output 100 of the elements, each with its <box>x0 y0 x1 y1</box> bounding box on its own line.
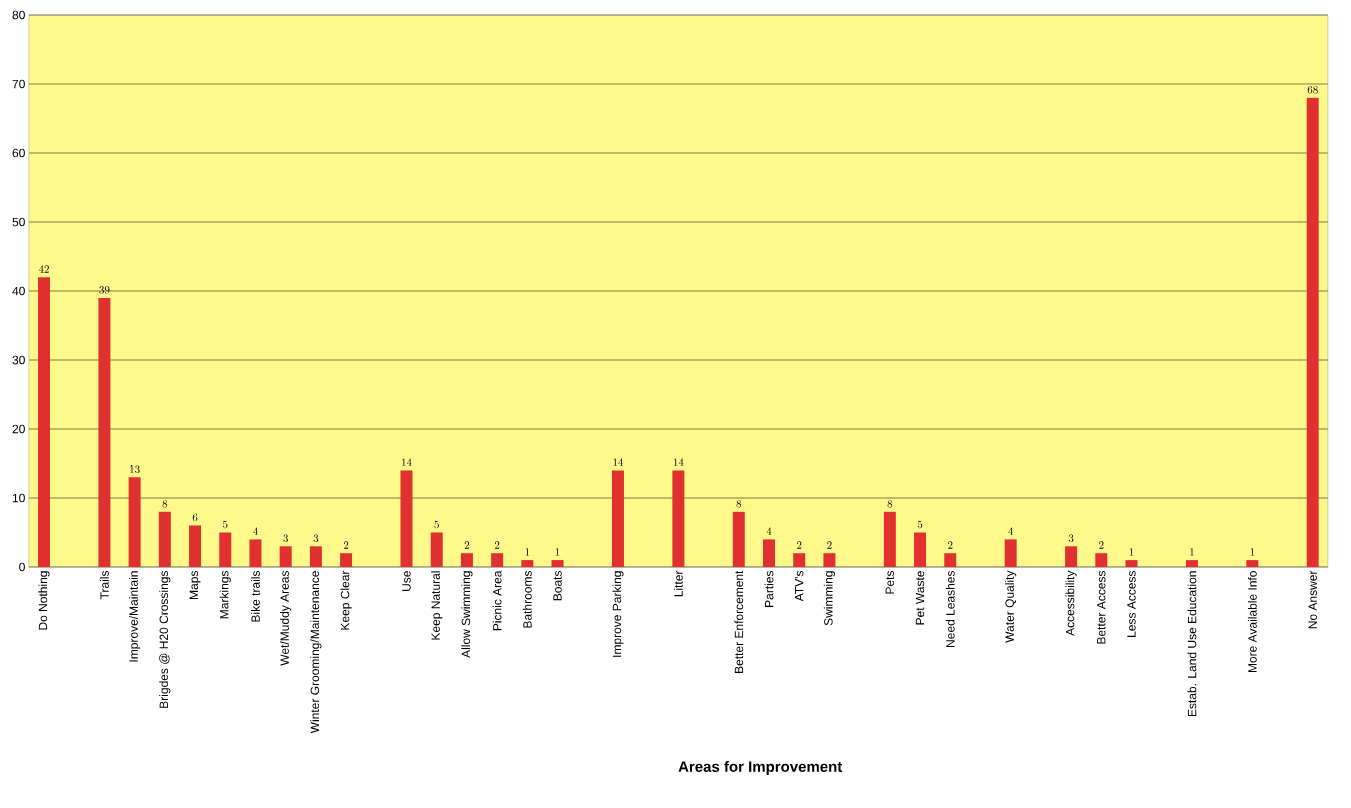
bar <box>189 525 202 567</box>
x-tick-label: Maps <box>189 570 201 599</box>
data-label: 5 <box>434 520 439 529</box>
data-label: 2 <box>494 541 500 549</box>
data-label: 1 <box>1250 548 1255 556</box>
data-label: 13 <box>130 465 140 473</box>
x-tick-label: Parties <box>764 570 774 607</box>
bar <box>249 539 262 567</box>
x-tick-label: Trails <box>100 570 109 600</box>
x-tick-label: Improve/Maintain <box>129 571 141 662</box>
x-tick-label: Allow Swimming <box>461 571 473 658</box>
x-tick-label: Boats <box>553 570 562 601</box>
x-tick-label: Accessibility <box>1065 570 1077 636</box>
data-label: 39 <box>99 286 110 294</box>
bar <box>521 560 534 567</box>
x-tick-label: Picnic Area <box>492 570 502 631</box>
data-label: 4 <box>766 527 772 535</box>
data-label: 1 <box>1129 548 1134 556</box>
y-tick-label: 10 <box>12 493 25 503</box>
bar <box>672 470 685 567</box>
data-label: 4 <box>1008 527 1014 535</box>
x-tick-label: Keep Natural <box>431 571 443 640</box>
x-tick-label: Pets <box>885 570 895 594</box>
data-label: 8 <box>736 499 742 508</box>
bar <box>732 511 745 567</box>
data-label: 3 <box>1068 534 1074 542</box>
x-tick-label: ATV's <box>795 570 804 602</box>
data-label: 2 <box>1099 541 1104 549</box>
bar <box>1065 546 1078 567</box>
x-tick-label: No Answer <box>1308 570 1317 629</box>
bar <box>38 277 50 567</box>
y-tick-label: 70 <box>12 79 25 89</box>
x-tick-label: Better Enforcement <box>734 570 744 673</box>
bar <box>279 546 292 567</box>
data-label: 1 <box>525 548 530 556</box>
bar <box>793 553 806 567</box>
bar <box>944 553 957 567</box>
data-label: 2 <box>797 541 802 549</box>
bar <box>219 532 232 567</box>
x-tick-label: Estab. Land Use Education <box>1187 571 1197 717</box>
bar <box>1306 97 1319 567</box>
data-label: 2 <box>948 541 953 549</box>
data-label: 2 <box>343 541 349 549</box>
y-tick-label: 60 <box>12 148 25 158</box>
bar <box>1095 553 1108 567</box>
y-tick-label: 40 <box>12 286 25 296</box>
data-label: 68 <box>1307 85 1318 94</box>
bar <box>340 553 353 567</box>
bar <box>551 560 564 567</box>
data-label: 14 <box>673 458 684 466</box>
y-tick-label: 20 <box>12 424 25 434</box>
bar <box>1185 560 1198 567</box>
data-label: 5 <box>917 520 923 529</box>
bar <box>400 470 413 567</box>
data-label: 2 <box>464 541 470 549</box>
x-tick-label: Litter <box>673 570 683 597</box>
x-tick-label: Do Nothing <box>38 571 50 630</box>
bar <box>823 553 836 567</box>
data-label: 8 <box>887 499 893 508</box>
x-tick-label: Need Leashes <box>945 570 955 647</box>
bar <box>460 553 473 567</box>
data-label: 4 <box>253 527 258 535</box>
x-tick-label: Pet Waste <box>915 571 925 625</box>
data-label: 14 <box>613 458 624 466</box>
bar <box>309 546 322 567</box>
data-label: 42 <box>38 265 49 273</box>
bar <box>98 297 111 567</box>
data-label: 3 <box>283 534 288 542</box>
data-label: 8 <box>162 499 168 508</box>
x-tick-label: Swimming <box>823 571 836 626</box>
x-axis-title: Areas for Improvement <box>678 760 843 775</box>
bar <box>1004 539 1017 567</box>
y-tick-label: 50 <box>12 217 25 227</box>
bar <box>1246 560 1259 567</box>
x-tick-label: Wet/Muddy Areas <box>280 570 292 666</box>
data-label: 5 <box>223 520 228 529</box>
bar <box>883 511 896 567</box>
data-label: 3 <box>313 534 319 542</box>
data-label: 1 <box>555 548 560 556</box>
bar <box>1125 560 1138 567</box>
data-label: 1 <box>1190 548 1194 556</box>
x-tick-label: Markings <box>219 570 231 619</box>
bar <box>914 532 927 567</box>
data-label: 6 <box>192 513 198 522</box>
x-tick-label: More Available Info <box>1247 571 1257 673</box>
x-tick-label: Improve Parking <box>612 571 624 657</box>
x-tick-label: Water Quality <box>1005 570 1017 643</box>
x-tick-label: Bike trails <box>251 570 260 622</box>
y-tick-label: 30 <box>12 355 25 365</box>
bar <box>611 470 624 567</box>
data-label: 2 <box>827 541 832 549</box>
bar <box>158 511 171 567</box>
x-tick-label: Less Access <box>1127 570 1136 637</box>
x-tick-label: Use <box>402 571 411 591</box>
bar <box>430 532 443 567</box>
bar <box>763 539 775 567</box>
x-tick-label: Better Access <box>1097 570 1106 644</box>
y-tick-label: 0 <box>19 562 25 572</box>
data-label: 14 <box>402 458 412 466</box>
x-tick-label: Bathrooms <box>522 570 532 628</box>
